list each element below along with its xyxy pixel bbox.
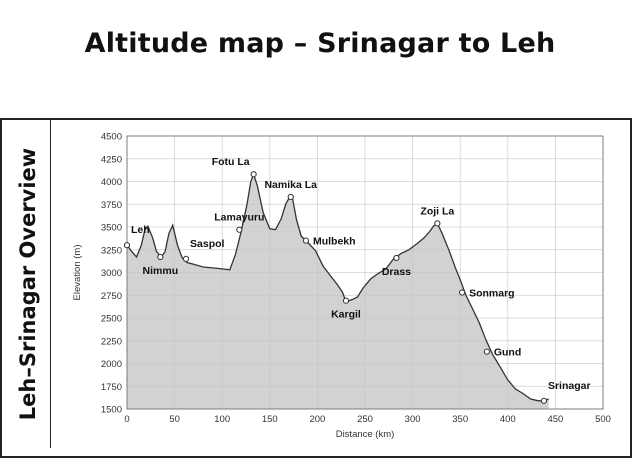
place-marker <box>393 254 400 262</box>
y-tick-label: 1500 <box>101 405 122 416</box>
x-tick-label: 300 <box>405 414 421 425</box>
side-divider <box>50 118 51 448</box>
y-tick-label: 1750 <box>101 382 122 393</box>
place-label: Fotu La <box>212 156 250 168</box>
place-marker <box>302 237 310 244</box>
place-label: Kargil <box>331 309 361 321</box>
place-label: Saspol <box>190 238 225 250</box>
place-label: Lamayuru <box>214 212 264 224</box>
y-tick-label: 2500 <box>101 314 122 325</box>
place-marker <box>540 397 548 404</box>
x-tick-label: 100 <box>214 414 230 425</box>
x-tick-label: 450 <box>547 414 563 425</box>
x-tick-label: 500 <box>595 414 611 425</box>
place-label: Nimmu <box>143 265 179 277</box>
place-label: Sonmarg <box>469 288 515 300</box>
place-label: Leh <box>131 224 150 236</box>
y-tick-label: 3250 <box>101 245 122 256</box>
y-tick-label: 4000 <box>101 177 122 188</box>
x-tick-label: 150 <box>262 414 278 425</box>
place-label: Gund <box>494 347 521 359</box>
place-marker <box>236 226 243 233</box>
x-tick-label: 250 <box>357 414 373 425</box>
plot-border <box>126 135 604 410</box>
elevation-area <box>127 174 549 409</box>
altitude-chart: 1500175020002250250027503000325035003750… <box>72 132 611 441</box>
x-tick-label: 400 <box>500 414 516 425</box>
place-marker <box>250 171 257 178</box>
x-tick-label: 200 <box>309 414 325 425</box>
y-tick-label: 3500 <box>101 223 122 234</box>
place-marker <box>123 242 131 249</box>
place-marker <box>459 289 466 296</box>
x-tick-label: 0 <box>124 414 129 425</box>
elevation-line <box>126 172 549 402</box>
y-tick-label: 3000 <box>101 268 122 279</box>
y-tick-label: 2250 <box>101 336 122 347</box>
place-marker <box>483 348 490 355</box>
y-tick-label: 3750 <box>101 200 122 211</box>
y-axis-label: Elevation (m) <box>72 245 83 301</box>
place-label: Zoji La <box>420 205 454 217</box>
y-tick-label: 4250 <box>101 154 122 165</box>
place-label: Drass <box>382 266 411 278</box>
x-tick-label: 350 <box>452 414 468 425</box>
page-title: Altitude map – Srinagar to Leh <box>84 28 556 59</box>
place-marker <box>434 220 441 227</box>
y-tick-label: 4500 <box>101 132 122 143</box>
x-axis-label: Distance (km) <box>336 429 395 440</box>
place-marker <box>287 193 294 201</box>
y-tick-label: 2000 <box>101 359 122 370</box>
place-label: Mulbekh <box>313 236 356 248</box>
place-marker <box>342 297 350 304</box>
place-marker <box>182 255 190 262</box>
place-label: Srinagar <box>548 380 591 392</box>
place-label: Namika La <box>264 179 317 191</box>
place-marker <box>157 253 164 261</box>
x-tick-label: 50 <box>169 414 180 425</box>
y-tick-label: 2750 <box>101 291 122 302</box>
